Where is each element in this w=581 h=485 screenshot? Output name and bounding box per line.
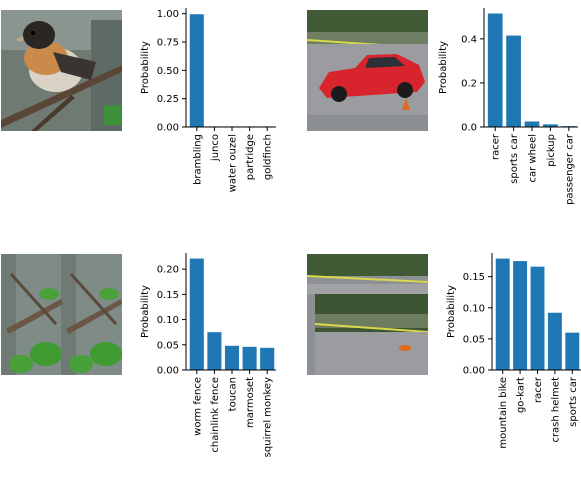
bar-car-wheel [524,121,540,127]
y-tick-label: 0.50 [157,66,179,77]
bar-worm-fence [189,258,204,370]
y-tick-label: 0.05 [463,334,485,345]
bar-pickup [543,124,558,127]
y-tick-label: 0.25 [157,94,179,105]
bar-chainlink-fence [207,332,222,370]
x-tick-label: chainlink fence [210,377,221,453]
x-tick-label: brambling [192,134,203,185]
y-tick-label: 0.15 [157,290,179,301]
x-tick-label: junco [210,134,221,162]
bar-crash-helmet [547,312,562,370]
y-tick-label: 0.10 [463,303,485,314]
bar-brambling [189,14,204,128]
x-tick-label: passenger car [564,133,575,205]
bar-sports-car [506,35,521,127]
y-tick-label: 0.2 [461,78,477,89]
bar-chart-3: 0.00 0.05 0.10 0.15 0.20 Probability worm fenc… [140,253,276,457]
y-tick-label: 0.15 [463,272,485,283]
x-tick-label: racer [533,376,544,403]
y-axis-label: Probability [140,285,151,338]
y-tick-label: 0.0 [461,123,477,134]
bar-toucan [224,345,240,370]
x-tick-label: pickup [546,134,557,167]
y-tick-label: 0.00 [157,366,179,377]
y-tick-label: 0.4 [461,34,477,45]
x-tick-label: go-kart [516,377,527,413]
bar-mountain-bike [495,258,510,370]
y-tick-label: 0.00 [157,123,179,134]
x-tick-label: partridge [245,134,256,180]
y-tick-label: 1.00 [157,9,179,20]
y-tick-label: 0.00 [463,366,485,377]
x-tick-label: car wheel [528,134,539,183]
y-tick-label: 0.05 [157,340,179,351]
x-tick-label: crash helmet [550,377,561,443]
x-tick-label: water ouzel [228,134,239,192]
y-tick-label: 0.20 [157,265,179,276]
bar-sports-car [565,332,580,370]
y-tick-label: 0.75 [157,38,179,49]
shifted-track-photo [307,254,428,375]
red-car-photo [307,10,428,131]
bird-photo [1,10,122,131]
bar-squirrel-monkey [260,347,275,370]
x-tick-label: worm fence [192,377,203,436]
x-tick-label: sports car [509,133,520,184]
tiled-branches-photo [1,254,122,375]
x-tick-label: toucan [228,377,239,411]
x-tick-label: squirrel monkey [263,377,274,457]
bar-racer [487,13,503,127]
bar-chart-2: 0.0 0.2 0.4 Probability racer sports car car w… [438,8,578,205]
bar-go-kart [513,261,528,370]
y-axis-label: Probability [140,41,151,94]
x-tick-label: goldfinch [263,134,274,180]
bar-chart-4: 0.00 0.05 0.10 0.15 Probability mountain bike… [446,253,581,449]
x-tick-label: sports car [568,376,579,427]
bar-marmoset [242,346,257,370]
bar-chart-1: 0.00 0.25 0.50 0.75 1.00 Probability brambling… [140,8,276,192]
x-tick-label: mountain bike [498,377,509,449]
bar-racer [530,266,545,370]
x-tick-label: racer [491,133,502,160]
x-tick-label: marmoset [245,377,256,428]
y-axis-label: Probability [438,41,449,94]
y-tick-label: 0.10 [157,315,179,326]
y-axis-label: Probability [446,285,457,338]
